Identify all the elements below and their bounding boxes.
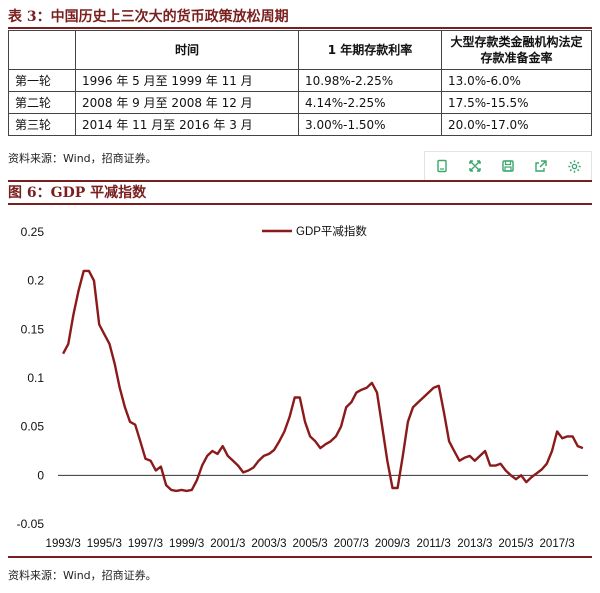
figure-bottom-rule	[8, 556, 592, 558]
x-tick-label: 1995/3	[87, 538, 122, 550]
table-header-cell	[8, 30, 76, 70]
save-icon[interactable]	[491, 152, 524, 180]
y-axis: -0.05 0 0.05 0.1 0.15 0.2 0.25	[17, 225, 588, 531]
x-tick-label: 2009/3	[375, 538, 410, 550]
table-cell: 10.98%-2.25%	[298, 69, 442, 92]
image-toolbar	[424, 151, 592, 181]
settings-icon[interactable]	[558, 152, 591, 180]
y-tick-label: 0	[37, 468, 44, 482]
x-axis: 1993/3 1995/3 1997/3 1999/3 2001/3 2003/3 2005…	[46, 538, 575, 550]
table-row: 第二轮 2008 年 9 月至 2008 年 12 月 4.14%-2.25% …	[8, 91, 592, 114]
x-tick-label: 2013/3	[457, 538, 492, 550]
y-tick-label: 0.1	[27, 371, 44, 385]
x-tick-label: 2017/3	[540, 538, 575, 550]
table-title: 表 3：中国历史上三次大的货币政策放松周期	[8, 9, 289, 25]
policy-table: 时间 1 年期存款利率 大型存款类金融机构法定存款准备金率 第一轮 1996 年…	[8, 30, 592, 136]
x-tick-label: 2011/3	[416, 538, 450, 550]
figure-title: 图 6：GDP 平减指数	[8, 185, 147, 201]
table-cell: 20.0%-17.0%	[441, 113, 592, 136]
legend: GDP平减指数	[262, 224, 367, 238]
series-line	[62, 269, 584, 493]
x-tick-label: 2015/3	[498, 538, 533, 550]
series-group	[62, 269, 584, 493]
x-tick-label: 1993/3	[46, 538, 81, 550]
expand-icon[interactable]	[458, 152, 491, 180]
table-cell: 3.00%-1.50%	[298, 113, 442, 136]
table-cell: 第三轮	[8, 113, 76, 136]
table-cell: 第一轮	[8, 69, 76, 92]
x-tick-label: 2007/3	[334, 538, 369, 550]
table-cell: 13.0%-6.0%	[441, 69, 592, 92]
table-header-cell: 时间	[75, 30, 299, 70]
legend-label: GDP平减指数	[296, 224, 367, 238]
share-icon[interactable]	[525, 152, 558, 180]
table-row: 第一轮 1996 年 5 月至 1999 年 11 月 10.98%-2.25%…	[8, 69, 592, 92]
table-source: 资料来源：Wind，招商证券。	[8, 152, 157, 165]
y-tick-label: -0.05	[17, 517, 45, 531]
table-header-cell: 1 年期存款利率	[298, 30, 442, 70]
y-tick-label: 0.2	[27, 274, 44, 288]
table-cell: 4.14%-2.25%	[298, 91, 442, 114]
copy-icon[interactable]	[425, 152, 458, 180]
y-tick-label: 0.15	[21, 322, 45, 336]
table-header-cell: 大型存款类金融机构法定存款准备金率	[441, 30, 592, 70]
gdp-deflator-chart: -0.05 0 0.05 0.1 0.15 0.2 0.25 1993/3 1995/3 199…	[8, 204, 592, 556]
x-tick-label: 1999/3	[169, 538, 204, 550]
table-cell: 1996 年 5 月至 1999 年 11 月	[75, 69, 299, 92]
x-tick-label: 2005/3	[293, 538, 328, 550]
y-tick-label: 0.25	[21, 225, 45, 239]
table-top-rule	[8, 27, 592, 29]
x-tick-label: 1997/3	[128, 538, 163, 550]
table-cell: 17.5%-15.5%	[441, 91, 592, 114]
x-tick-label: 2001/3	[210, 538, 245, 550]
figure-title-rule	[8, 203, 592, 205]
table-cell: 第二轮	[8, 91, 76, 114]
x-tick-label: 2003/3	[251, 538, 286, 550]
table-row: 第三轮 2014 年 11 月至 2016 年 3 月 3.00%-1.50% …	[8, 113, 592, 136]
table-cell: 2014 年 11 月至 2016 年 3 月	[75, 113, 299, 136]
y-tick-label: 0.05	[21, 420, 45, 434]
figure-top-rule	[8, 180, 592, 182]
table-cell: 2008 年 9 月至 2008 年 12 月	[75, 91, 299, 114]
table-header-row: 时间 1 年期存款利率 大型存款类金融机构法定存款准备金率	[8, 30, 592, 70]
figure-source: 资料来源：Wind，招商证券。	[8, 569, 157, 582]
